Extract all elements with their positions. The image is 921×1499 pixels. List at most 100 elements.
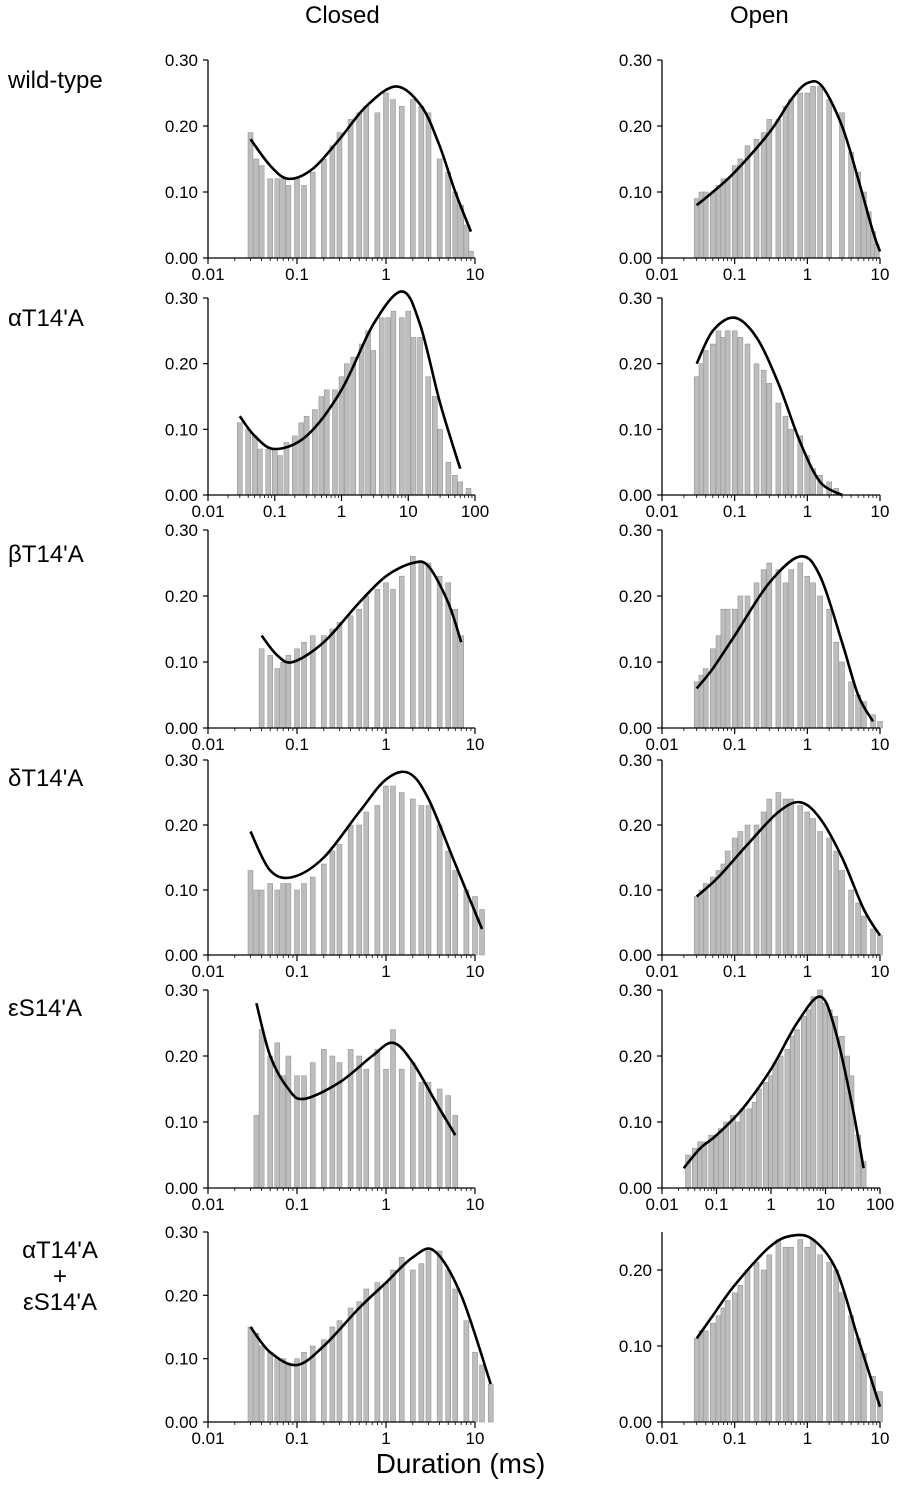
histogram-bar <box>301 883 307 956</box>
x-tick-label: 100 <box>461 502 489 521</box>
histogram-bar <box>775 119 782 259</box>
y-tick-label: 0.30 <box>619 51 652 70</box>
histogram-bar <box>718 1128 724 1189</box>
x-tick-label: 0.01 <box>191 735 224 754</box>
histogram-bar <box>445 1095 451 1189</box>
x-tick-label: 0.1 <box>285 735 309 754</box>
histogram-bar <box>737 595 744 729</box>
histogram-bar <box>746 1108 753 1189</box>
histogram-bar <box>797 92 804 259</box>
x-tick-label: 1 <box>803 735 812 754</box>
histogram-bar <box>479 1364 485 1423</box>
histogram-bar <box>817 989 823 1189</box>
x-tick-label: 0.1 <box>285 1195 309 1214</box>
histogram-bar <box>458 635 464 729</box>
histogram-bar <box>378 317 385 496</box>
histogram-bar <box>350 356 357 496</box>
histogram-bar <box>374 805 381 956</box>
histogram-bar <box>253 889 260 956</box>
histogram-bar <box>855 902 861 956</box>
histogram-bar <box>817 595 823 729</box>
y-tick-label: 0.10 <box>619 653 652 672</box>
y-tick-label: 0.30 <box>165 51 198 70</box>
histogram-bar <box>309 876 316 956</box>
histogram-bar <box>253 1333 260 1423</box>
histogram-bar <box>329 628 336 729</box>
histogram-bar <box>817 831 823 956</box>
histogram-bar <box>826 1262 832 1423</box>
fit-curve <box>260 560 463 664</box>
histogram-bar <box>294 1075 300 1189</box>
y-tick-label: 0.10 <box>619 1113 652 1132</box>
histogram-bar <box>323 389 330 496</box>
histogram-bar <box>265 448 272 496</box>
x-tick-label: 10 <box>466 1429 485 1448</box>
x-tick-label: 0.01 <box>191 962 224 981</box>
x-tick-label: 0.01 <box>645 502 678 521</box>
histogram-bar <box>309 1062 316 1189</box>
x-tick-label: 0.1 <box>723 1429 747 1448</box>
y-tick-label: 0.10 <box>165 1113 198 1132</box>
histogram-bar <box>833 850 840 956</box>
histogram-bar <box>731 608 738 729</box>
histogram-bar <box>693 198 700 259</box>
panel-1-1: 0.00 0.10 0.20 0.30 0.01 0.1 1 10 <box>619 289 890 521</box>
histogram-bar <box>753 1262 760 1423</box>
histogram-bar <box>398 105 405 259</box>
histogram-bar <box>766 119 773 259</box>
histogram-bar <box>363 811 370 956</box>
histogram-bar <box>336 622 343 729</box>
histogram-bar <box>267 883 273 956</box>
x-tick-label: 0.1 <box>285 962 309 981</box>
histogram-bar <box>702 883 709 956</box>
y-tick-label: 0.10 <box>619 881 652 900</box>
histogram-bar <box>280 178 286 259</box>
histogram-bar <box>418 805 425 956</box>
panel-3-0: 0.00 0.10 0.20 0.30 0.01 0.1 1 10 <box>165 751 485 981</box>
histogram-bar <box>336 1320 343 1423</box>
histogram-bar <box>772 1062 779 1189</box>
histogram-bar <box>753 138 760 259</box>
fit-curve <box>695 555 875 723</box>
histogram-bar <box>418 1082 425 1189</box>
y-tick-label: 0.00 <box>165 719 198 738</box>
y-tick-label: 0.20 <box>165 117 198 136</box>
histogram-bar <box>374 1282 381 1423</box>
y-tick-label: 0.10 <box>165 1350 198 1369</box>
y-tick-label: 0.00 <box>619 1179 652 1198</box>
histogram-bar <box>390 99 396 259</box>
y-tick-label: 0.30 <box>619 289 652 308</box>
panel-5-1: 0.00 0.10 0.20 0.01 0.1 1 10 <box>619 1232 889 1448</box>
histogram-bar <box>693 896 700 956</box>
histogram-bar <box>826 608 832 729</box>
histogram-bar <box>827 1009 833 1189</box>
histogram-bar <box>280 661 286 729</box>
row-label-text: δT14'A <box>8 765 84 792</box>
x-tick-label: 0.1 <box>263 502 287 521</box>
histogram-bar <box>445 1269 451 1423</box>
histogram-bar <box>363 105 370 259</box>
histogram-bar <box>329 850 336 956</box>
histogram-bar <box>418 1263 425 1423</box>
histogram-bar <box>332 389 338 496</box>
histogram-bar <box>336 844 343 956</box>
y-tick-label: 0.30 <box>165 289 198 308</box>
histogram-bar <box>839 870 845 956</box>
y-tick-label: 0.30 <box>619 521 652 540</box>
histogram-bar <box>775 1239 782 1423</box>
fit-curve <box>255 1002 457 1136</box>
histogram-bar <box>405 310 412 496</box>
histogram-bar <box>452 1115 459 1189</box>
histogram-bar <box>848 889 854 956</box>
histogram-bar <box>724 330 731 496</box>
histogram-bar <box>285 185 292 259</box>
histogram-bar <box>258 648 265 729</box>
histogram-bar <box>285 655 292 729</box>
histogram-bar <box>782 582 789 729</box>
histogram-bar <box>274 1042 281 1189</box>
histogram-bar <box>390 589 396 729</box>
histogram-bar <box>247 132 254 259</box>
histogram-bar <box>804 1246 811 1423</box>
histogram-bar <box>294 178 300 259</box>
panel-0-0: 0.00 0.10 0.20 0.30 0.01 0.1 1 10 <box>165 51 485 284</box>
